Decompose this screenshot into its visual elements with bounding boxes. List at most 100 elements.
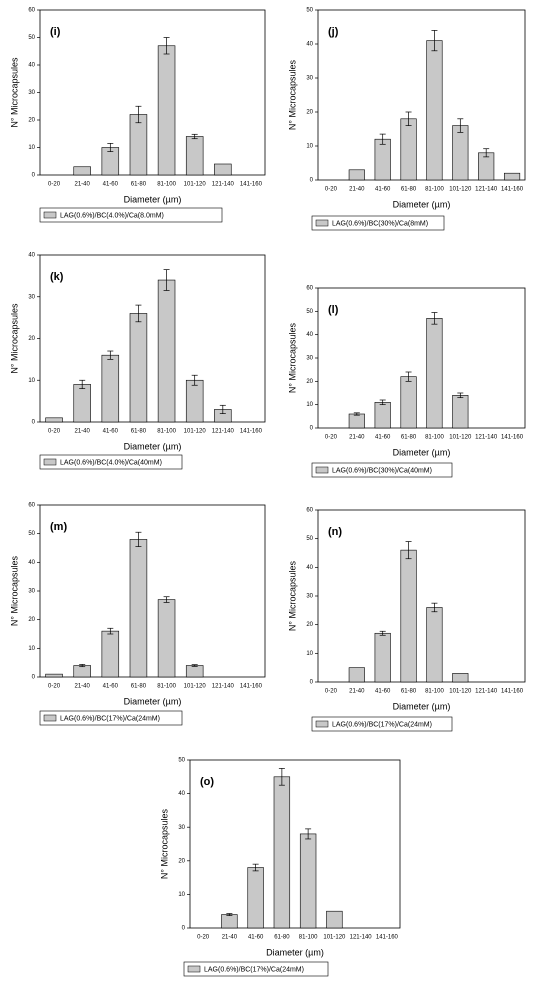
legend-box: [183, 961, 329, 977]
x-tick-label: 21-40: [349, 435, 365, 441]
y-tick-label: 60: [28, 8, 35, 14]
y-tick-label: 30: [178, 825, 185, 831]
x-axis-label: Diameter (µm): [393, 701, 451, 711]
y-axis-label: N° Microcapsules: [287, 59, 297, 130]
error-bar: [79, 379, 86, 389]
bar: [348, 169, 365, 181]
x-tick-label: 141-160: [501, 689, 524, 695]
bar: [185, 379, 204, 423]
y-tick-label: 50: [28, 35, 35, 41]
panel-label: (n): [328, 526, 342, 538]
y-axis-label: N° Microcapsules: [287, 322, 297, 393]
x-tick-label: 21-40: [222, 935, 238, 941]
plot-frame: [317, 509, 526, 683]
bar: [452, 673, 469, 683]
bar: [247, 867, 264, 929]
x-tick-label: 121-140: [350, 935, 373, 941]
y-axis-label: N° Microcapsules: [159, 808, 169, 879]
error-bar: [163, 596, 170, 603]
legend-swatch: [43, 458, 57, 466]
legend-swatch: [315, 466, 329, 474]
legend-box: [39, 454, 183, 470]
error-bar: [431, 602, 438, 613]
error-bar: [252, 863, 259, 872]
y-axis-label: N° Microcapsules: [287, 560, 297, 631]
panel-label: (i): [50, 26, 61, 38]
x-tick-label: 101-120: [449, 187, 472, 193]
error-bar: [431, 30, 438, 52]
y-tick-label: 50: [306, 8, 313, 14]
bar: [157, 599, 176, 678]
bar: [73, 665, 91, 678]
x-tick-label: 101-120: [323, 935, 346, 941]
y-tick-label: 10: [28, 145, 35, 151]
legend-swatch: [315, 720, 329, 728]
y-axis-label: N° Microcapsules: [9, 555, 19, 626]
x-tick-label: 81-100: [425, 187, 444, 193]
y-tick-label: 10: [28, 646, 35, 652]
y-tick-label: 60: [306, 508, 313, 514]
error-bar: [135, 531, 142, 547]
bar: [73, 384, 91, 423]
y-axis-label: N° Microcapsules: [9, 57, 19, 128]
bar: [400, 118, 417, 181]
bar: [185, 665, 204, 678]
error-bar: [219, 404, 226, 414]
error-bar: [353, 412, 360, 416]
error-bar: [457, 118, 464, 133]
error-bar: [191, 133, 198, 140]
bar: [273, 776, 291, 929]
error-bar: [191, 664, 198, 667]
error-bar: [431, 312, 438, 325]
bar: [374, 402, 391, 429]
x-tick-label: 101-120: [449, 435, 472, 441]
x-axis-label: Diameter (µm): [124, 696, 182, 706]
y-tick-label: 10: [306, 402, 313, 408]
error-bar: [278, 768, 285, 786]
y-tick-label: 20: [306, 110, 313, 116]
panel-label: (o): [200, 776, 214, 788]
x-tick-label: 41-60: [103, 429, 119, 435]
error-bar: [483, 148, 490, 158]
bar: [426, 318, 443, 429]
bar: [157, 45, 176, 176]
x-tick-label: 61-80: [401, 689, 417, 695]
x-tick-label: 101-120: [184, 429, 207, 435]
y-tick-label: 40: [306, 332, 313, 338]
bar: [299, 833, 317, 929]
legend-swatch: [315, 219, 329, 227]
y-tick-label: 50: [306, 309, 313, 315]
x-tick-label: 121-140: [212, 182, 235, 188]
error-bar: [405, 371, 412, 382]
y-tick-label: 50: [28, 531, 35, 537]
bar: [326, 910, 343, 929]
bar: [101, 354, 120, 423]
error-bar: [379, 630, 386, 636]
x-tick-label: 121-140: [475, 435, 498, 441]
legend-label: LAG(0.6%)/BC(17%)/Ca(24mM): [332, 721, 432, 728]
x-tick-label: 81-100: [157, 429, 176, 435]
bar: [400, 376, 417, 429]
legend-box: [311, 716, 453, 732]
x-tick-label: 121-140: [475, 689, 498, 695]
x-tick-label: 0-20: [197, 935, 210, 941]
x-tick-label: 141-160: [240, 684, 263, 690]
legend-swatch: [43, 211, 57, 219]
error-bar: [135, 105, 142, 124]
y-axis-label: N° Microcapsules: [9, 303, 19, 374]
error-bar: [379, 399, 386, 406]
y-tick-label: 30: [28, 589, 35, 595]
x-tick-label: 41-60: [375, 689, 391, 695]
legend-swatch: [43, 714, 57, 722]
x-tick-label: 41-60: [375, 187, 391, 193]
error-bar: [107, 627, 114, 635]
legend-label: LAG(0.6%)/BC(30%)/Ca(8mM): [332, 220, 428, 227]
x-tick-label: 121-140: [212, 429, 235, 435]
bar: [129, 539, 148, 678]
x-tick-label: 41-60: [248, 935, 264, 941]
y-tick-label: 60: [306, 286, 313, 292]
bar: [426, 607, 443, 683]
x-tick-label: 121-140: [212, 684, 235, 690]
error-bar: [405, 111, 412, 126]
panel-label: (j): [328, 26, 339, 38]
